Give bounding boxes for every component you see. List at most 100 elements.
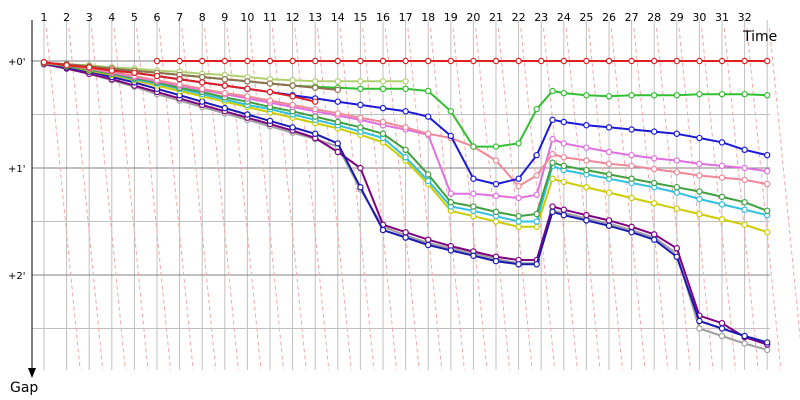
data-point bbox=[741, 164, 748, 172]
data-point bbox=[289, 77, 296, 84]
data-point bbox=[289, 101, 296, 109]
data-point bbox=[741, 206, 748, 213]
data-point bbox=[741, 332, 748, 340]
data-point bbox=[425, 57, 432, 65]
series-13 bbox=[40, 58, 319, 105]
axes bbox=[28, 20, 36, 378]
data-point bbox=[198, 73, 206, 81]
data-point bbox=[515, 175, 522, 182]
series-14 bbox=[153, 57, 771, 65]
data-point bbox=[492, 157, 500, 164]
tick-labels: 1 2 3 4 5 6 7 8 9 10 11 12 13 14 15 16 17 18 19 20 21 22 23 24 2… bbox=[8, 11, 752, 282]
lap-diagonal-line bbox=[565, 27, 601, 371]
data-point bbox=[85, 64, 93, 71]
data-point bbox=[40, 58, 48, 66]
data-point bbox=[515, 218, 522, 225]
data-point bbox=[379, 104, 387, 112]
lap-diagonal-line bbox=[226, 27, 262, 371]
data-point bbox=[312, 57, 319, 65]
data-point bbox=[515, 182, 522, 190]
data-point bbox=[334, 140, 341, 147]
data-point bbox=[651, 231, 658, 238]
data-point bbox=[312, 98, 319, 105]
data-point bbox=[470, 175, 477, 182]
y-axis-title: Gap bbox=[10, 380, 38, 396]
lap-diagonal-line bbox=[633, 27, 669, 371]
x-tick-label: 2 bbox=[63, 11, 70, 24]
data-point bbox=[583, 184, 590, 191]
data-point bbox=[402, 146, 409, 154]
lap-diagonal-line bbox=[68, 27, 104, 371]
series-group bbox=[40, 57, 771, 354]
data-point bbox=[560, 57, 568, 65]
series-line bbox=[43, 62, 768, 344]
data-point bbox=[605, 148, 613, 156]
data-point bbox=[628, 92, 635, 99]
data-point bbox=[696, 195, 703, 203]
data-point bbox=[492, 57, 500, 65]
data-point bbox=[198, 57, 206, 65]
data-point bbox=[718, 90, 726, 98]
data-point bbox=[515, 57, 522, 65]
data-point bbox=[379, 78, 387, 85]
data-point bbox=[198, 79, 206, 86]
data-point bbox=[402, 228, 409, 236]
data-point bbox=[266, 88, 274, 96]
x-tick-label: 14 bbox=[331, 11, 345, 24]
data-point bbox=[357, 78, 364, 85]
data-point bbox=[515, 261, 522, 268]
data-point bbox=[560, 140, 568, 147]
lap-diagonal-line bbox=[203, 27, 239, 371]
data-point bbox=[425, 177, 432, 185]
series-12 bbox=[40, 59, 341, 94]
series-line bbox=[43, 63, 768, 351]
data-point bbox=[244, 78, 251, 85]
data-point bbox=[718, 162, 726, 170]
data-point bbox=[533, 191, 540, 198]
series-line bbox=[43, 63, 768, 346]
lap-diagonal-line bbox=[723, 27, 759, 371]
lap-diagonal-line bbox=[384, 27, 420, 371]
data-point bbox=[673, 184, 681, 191]
data-point bbox=[718, 174, 726, 181]
lap-diagonal-line bbox=[407, 27, 443, 371]
data-point bbox=[549, 203, 556, 210]
data-point bbox=[492, 218, 500, 225]
x-tick-label: 23 bbox=[534, 11, 548, 24]
data-point bbox=[605, 222, 613, 229]
data-point bbox=[651, 236, 658, 243]
data-point bbox=[492, 257, 500, 265]
data-point bbox=[651, 155, 658, 162]
data-point bbox=[447, 108, 454, 115]
data-point bbox=[560, 89, 568, 97]
data-point bbox=[266, 117, 274, 125]
data-point bbox=[492, 143, 500, 150]
data-point bbox=[266, 80, 274, 87]
data-point bbox=[651, 179, 658, 187]
data-point bbox=[560, 211, 568, 219]
data-point bbox=[357, 184, 364, 191]
x-tick-label: 4 bbox=[108, 11, 115, 24]
series-8 bbox=[40, 59, 771, 190]
data-point bbox=[673, 92, 681, 99]
lap-diagonal-line bbox=[542, 27, 578, 371]
data-point bbox=[379, 85, 387, 93]
x-tick-label: 13 bbox=[308, 11, 322, 24]
data-point bbox=[357, 124, 364, 131]
data-point bbox=[357, 101, 364, 109]
data-point bbox=[696, 160, 703, 167]
x-tick-label: 28 bbox=[647, 11, 661, 24]
lap-diagonal-line bbox=[520, 27, 556, 371]
data-point bbox=[549, 150, 556, 158]
data-point bbox=[605, 189, 613, 196]
x-tick-label: 18 bbox=[421, 11, 435, 24]
data-point bbox=[764, 339, 771, 346]
data-point bbox=[764, 151, 771, 159]
data-point bbox=[549, 175, 556, 182]
data-point bbox=[470, 212, 477, 220]
series-line bbox=[43, 62, 768, 188]
data-point bbox=[718, 201, 726, 208]
data-point bbox=[63, 62, 70, 69]
data-point bbox=[673, 57, 681, 65]
